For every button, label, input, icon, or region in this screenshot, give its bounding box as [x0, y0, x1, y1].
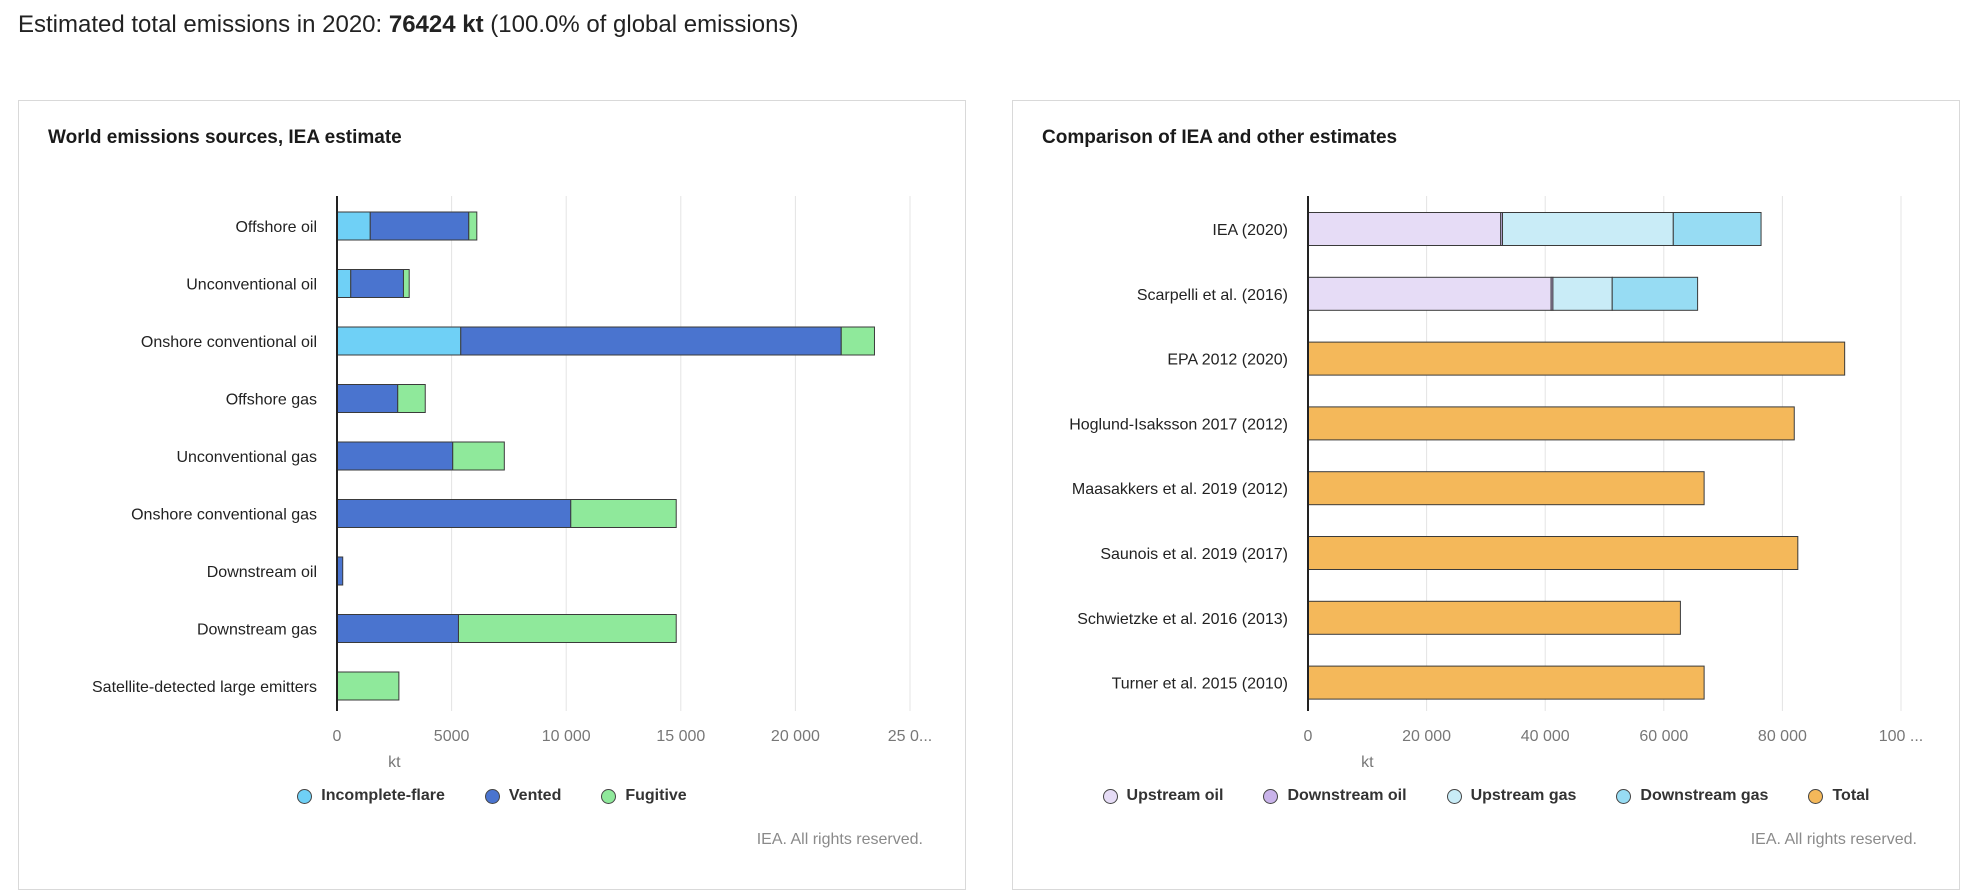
x-tick-label: 0	[1304, 728, 1313, 745]
bar-fugitive[interactable]	[452, 441, 505, 471]
legend-label: Total	[1832, 787, 1870, 804]
legend-swatch	[297, 788, 313, 804]
category-label: Offshore oil	[235, 219, 317, 236]
bar-vented[interactable]	[336, 384, 399, 413]
bar-vented[interactable]	[460, 326, 842, 356]
bar-downstream-gas[interactable]	[1672, 212, 1762, 246]
legend-label: Fugitive	[625, 787, 687, 804]
category-label: Saunois et al. 2019 (2017)	[1100, 546, 1288, 563]
bar-fugitive[interactable]	[468, 211, 478, 241]
legend-label: Vented	[508, 787, 562, 804]
credit-text: IEA. All rights reserved.	[756, 831, 923, 848]
chart-legend: Upstream oil Downstream oil Upstream gas Do…	[1013, 787, 1959, 805]
legend-swatch	[1446, 788, 1462, 804]
category-label: Offshore gas	[226, 392, 317, 409]
headline: Estimated total emissions in 2020: 76424…	[18, 11, 798, 39]
category-label: Turner et al. 2015 (2010)	[1112, 676, 1288, 693]
legend-item-incomplete-flare[interactable]: Incomplete-flare	[297, 787, 445, 805]
legend-label: Incomplete-flare	[321, 787, 445, 804]
category-label: Unconventional oil	[186, 277, 317, 294]
category-label: Unconventional gas	[176, 449, 317, 466]
x-tick-label: 10 000	[542, 728, 591, 745]
legend-swatch	[1616, 788, 1632, 804]
x-tick-label: 40 000	[1521, 728, 1570, 745]
legend-label: Upstream oil	[1126, 787, 1224, 804]
bar-fugitive[interactable]	[402, 269, 410, 298]
bar-vented[interactable]	[369, 211, 470, 241]
emission-sources-chart: 0 5000 10 000 15 000 20 000 25 0... kt Offshore…	[92, 196, 932, 771]
category-label: IEA (2020)	[1212, 222, 1288, 239]
category-label: Scarpelli et al. (2016)	[1137, 287, 1288, 304]
legend-item-downstream-oil[interactable]: Downstream oil	[1263, 787, 1407, 805]
category-label: Onshore conventional gas	[131, 507, 317, 524]
chart-card-estimate-comparison: Comparison of IEA and other estimates 0 2…	[1012, 100, 1960, 890]
legend-swatch	[1102, 788, 1118, 804]
bar-incomplete-flare[interactable]	[336, 326, 462, 356]
legend-swatch	[484, 788, 500, 804]
bar-total[interactable]	[1307, 341, 1846, 376]
credit-text: IEA. All rights reserved.	[1750, 831, 1917, 848]
bar-upstream-oil[interactable]	[1307, 276, 1552, 311]
bar-vented[interactable]	[336, 614, 459, 643]
estimate-comparison-chart: 0 20 000 40 000 60 000 80 000 100 ... kt IEA (2…	[1069, 196, 1923, 771]
legend-item-total[interactable]: Total	[1808, 787, 1869, 805]
bar-upstream-gas[interactable]	[1502, 212, 1674, 246]
bar-incomplete-flare[interactable]	[336, 269, 352, 298]
legend-swatch	[1263, 788, 1279, 804]
bar-vented[interactable]	[336, 441, 454, 471]
x-tick-label: 5000	[434, 728, 470, 745]
legend-label: Upstream gas	[1470, 787, 1577, 804]
bar-vented[interactable]	[350, 269, 404, 298]
bar-total[interactable]	[1307, 471, 1705, 506]
bar-fugitive[interactable]	[457, 614, 677, 643]
category-label: Hoglund-Isaksson 2017 (2012)	[1069, 416, 1288, 433]
legend-item-vented[interactable]: Vented	[484, 787, 562, 805]
bar-downstream-gas[interactable]	[1611, 276, 1699, 311]
legend-item-upstream-oil[interactable]: Upstream oil	[1102, 787, 1224, 805]
x-tick-label: 0	[333, 728, 342, 745]
legend-label: Downstream oil	[1287, 787, 1407, 804]
x-tick-label: 80 000	[1758, 728, 1807, 745]
x-tick-label: 15 000	[656, 728, 705, 745]
legend-swatch	[601, 788, 617, 804]
headline-prefix: Estimated total emissions in 2020:	[18, 11, 389, 38]
legend-item-fugitive[interactable]: Fugitive	[601, 787, 687, 805]
x-tick-label: 20 000	[1402, 728, 1451, 745]
category-label: Schwietzke et al. 2016 (2013)	[1077, 611, 1288, 628]
x-axis-title: kt	[1361, 754, 1374, 771]
headline-value: 76424 kt	[388, 11, 484, 38]
bar-vented[interactable]	[336, 499, 572, 528]
chart-card-emission-sources: World emissions sources, IEA estimate 0 5…	[18, 100, 966, 890]
category-label: Downstream gas	[197, 622, 317, 639]
x-tick-label: 100 ...	[1879, 728, 1923, 745]
category-label: Downstream oil	[207, 564, 317, 581]
chart-legend: Incomplete-flare Vented Fugitive	[19, 787, 965, 805]
chart-title: World emissions sources, IEA estimate	[48, 127, 402, 148]
bar-fugitive[interactable]	[397, 384, 426, 413]
x-tick-label: 25 0...	[888, 728, 932, 745]
x-axis-title: kt	[388, 754, 401, 771]
legend-swatch	[1808, 788, 1824, 804]
bar-upstream-oil[interactable]	[1307, 212, 1502, 246]
bar-total[interactable]	[1307, 536, 1799, 570]
bar-total[interactable]	[1307, 600, 1681, 635]
bar-upstream-gas[interactable]	[1552, 276, 1613, 311]
x-tick-label: 20 000	[771, 728, 820, 745]
legend-item-upstream-gas[interactable]: Upstream gas	[1446, 787, 1577, 805]
category-label: Maasakkers et al. 2019 (2012)	[1072, 481, 1288, 498]
headline-suffix: (100.0% of global emissions)	[483, 11, 799, 38]
bar-fugitive[interactable]	[840, 326, 875, 356]
bar-incomplete-flare[interactable]	[336, 211, 371, 241]
bar-total[interactable]	[1307, 665, 1705, 700]
x-tick-label: 60 000	[1639, 728, 1688, 745]
legend-label: Downstream gas	[1640, 787, 1769, 804]
category-label: Satellite-detected large emitters	[92, 679, 317, 696]
bar-fugitive[interactable]	[570, 499, 677, 528]
chart-title: Comparison of IEA and other estimates	[1042, 127, 1398, 148]
bar-total[interactable]	[1307, 406, 1795, 441]
legend-item-downstream-gas[interactable]: Downstream gas	[1616, 787, 1768, 805]
category-label: Onshore conventional oil	[141, 334, 317, 351]
bar-fugitive[interactable]	[336, 671, 400, 701]
category-label: EPA 2012 (2020)	[1167, 352, 1288, 369]
